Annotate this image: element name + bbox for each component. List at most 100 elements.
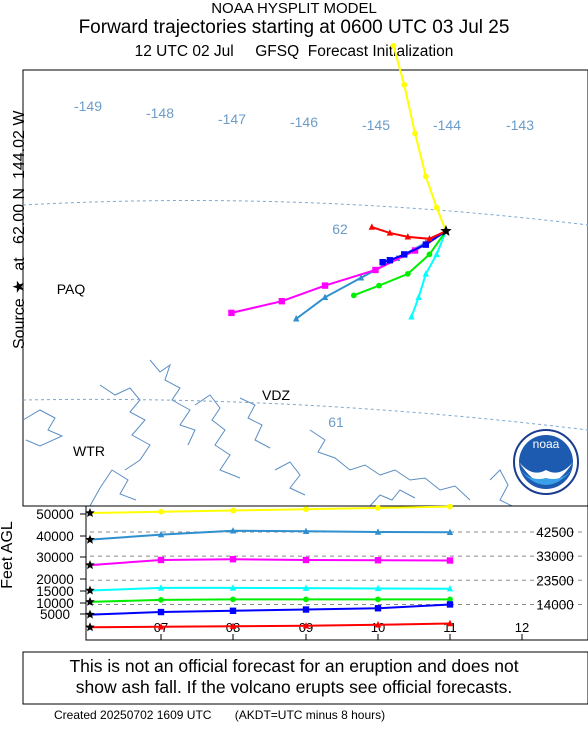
series-marker (158, 508, 164, 515)
series-marker (321, 293, 329, 300)
series-marker (404, 233, 412, 240)
height-left-label: 20000 (36, 572, 74, 587)
lat-labels: 62 61 (328, 221, 348, 430)
series-marker (422, 270, 430, 277)
series-marker (390, 42, 397, 49)
height-left-label: 15000 (36, 584, 74, 599)
series-marker (303, 596, 309, 603)
series-marker (374, 605, 382, 612)
height-line (89, 622, 451, 629)
place-label: VDZ (262, 387, 290, 403)
series-marker (446, 528, 454, 536)
height-line (89, 558, 451, 567)
height-start-star (85, 622, 95, 632)
height-right-label: 23500 (536, 573, 574, 588)
x-tick-label: 12 (515, 620, 529, 635)
series-marker (446, 584, 454, 592)
series-marker (379, 259, 386, 266)
trajectories (228, 42, 452, 322)
series-marker (404, 271, 411, 277)
height-right-label: 14000 (536, 597, 574, 612)
coastline (22, 359, 513, 507)
height-line (89, 603, 451, 616)
height-right-label: 42500 (536, 525, 574, 540)
series-marker (426, 251, 433, 258)
height-start-star (85, 609, 95, 619)
series-marker (415, 293, 422, 300)
lat-label: 61 (328, 414, 344, 430)
series-marker (350, 292, 357, 299)
source-star (440, 225, 452, 236)
height-right-label: 33000 (536, 549, 574, 564)
map-frame (22, 69, 588, 507)
series-marker (302, 584, 310, 591)
height-start-star (85, 508, 95, 517)
footer-note: Created 20250702 1609 UTC (AKDT=UTC minu… (54, 708, 386, 722)
series-marker (426, 235, 433, 242)
series-marker (228, 309, 235, 317)
height-line (89, 529, 451, 541)
disclaimer-line-2: show ash fall. If the volcano erupts see… (75, 677, 513, 697)
height-panel-frame (85, 505, 588, 641)
height-start-star (85, 585, 95, 595)
series-marker (446, 601, 454, 608)
series-marker (302, 527, 310, 534)
height-left-label: 40000 (36, 529, 74, 544)
series-marker (375, 596, 381, 603)
title-line-2: Forward trajectories starting at 0600 UT… (78, 17, 510, 38)
lat-line-62 (22, 200, 588, 226)
series-marker (374, 584, 382, 592)
series-marker (229, 584, 237, 591)
series-marker (302, 556, 310, 564)
series-marker (368, 223, 376, 230)
series-marker (157, 530, 165, 538)
series-marker (422, 173, 429, 180)
series-marker (278, 298, 286, 305)
series-marker (374, 621, 382, 628)
place-label: PAQ (57, 281, 86, 297)
series-marker (447, 596, 453, 603)
series-marker (157, 623, 165, 630)
disclaimer-box (22, 651, 588, 705)
place-label: WTR (73, 443, 105, 459)
series-marker (446, 557, 454, 564)
series-marker (422, 241, 430, 248)
series-marker (412, 130, 418, 137)
series-marker (374, 557, 382, 564)
place-labels: PAQ VDZ WTR (57, 281, 291, 459)
height-line (89, 598, 450, 603)
height-start-star (85, 534, 95, 544)
series-marker (401, 81, 408, 88)
height-right-labels: 42500 33000 23500 14000 (536, 525, 574, 612)
height-left-label: 10000 (36, 596, 74, 611)
trajectory-line (392, 45, 447, 232)
height-start-star (85, 560, 95, 570)
series-marker (229, 622, 237, 629)
height-left-label: 50000 (36, 507, 74, 522)
lon-label: -144 (433, 117, 461, 133)
series-marker (229, 527, 237, 534)
lon-label: -149 (74, 98, 102, 114)
logo-text: noaa (533, 437, 560, 451)
height-line (89, 586, 451, 592)
series-marker (157, 556, 165, 564)
series-marker (157, 584, 165, 591)
height-left-label: 30000 (36, 550, 74, 565)
height-left-label: 5000 (40, 607, 70, 622)
height-line (89, 505, 451, 514)
lat-label: 62 (332, 221, 348, 237)
series-marker (302, 622, 310, 629)
lon-label: -147 (218, 111, 246, 127)
noaa-logo: noaa (513, 429, 579, 495)
series-marker (433, 204, 440, 211)
lon-label: -148 (146, 105, 174, 121)
series-marker (447, 503, 453, 510)
lat-line-61 (22, 398, 588, 431)
series-marker (375, 505, 381, 511)
height-x-ticks: 070809101112 (154, 620, 529, 640)
height-start-star (85, 596, 95, 606)
series-marker (446, 619, 454, 627)
series-marker (158, 596, 164, 603)
